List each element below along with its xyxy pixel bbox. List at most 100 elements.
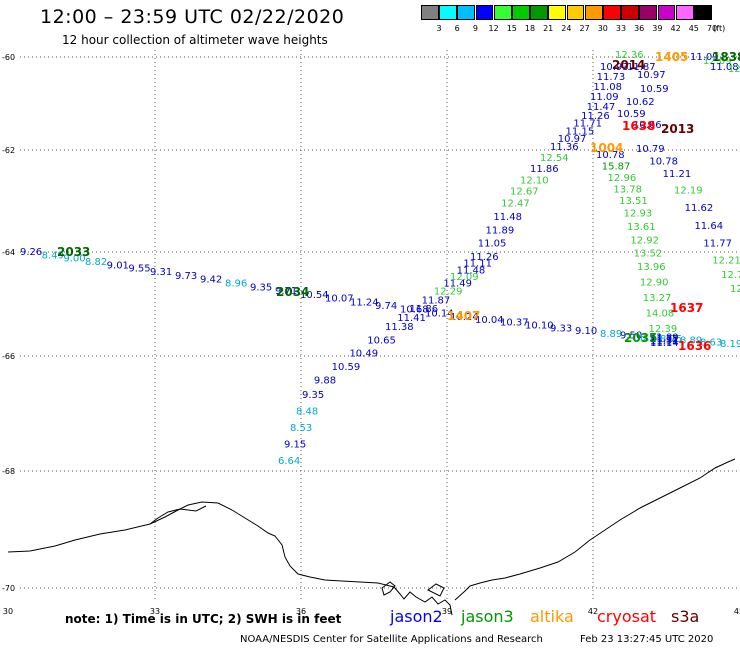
wave-height-label: 13.78 bbox=[613, 185, 642, 196]
wave-height-label: 8.89 bbox=[680, 336, 702, 347]
pass-time-label: 2034 bbox=[276, 285, 309, 299]
wave-height-label: 11.48 bbox=[493, 212, 522, 223]
wave-height-label: 12.73 bbox=[721, 270, 740, 281]
wave-height-label: 8.63 bbox=[700, 337, 722, 348]
colorbar-tick-label: 15 bbox=[506, 24, 517, 33]
wave-height-label: 10.59 bbox=[617, 109, 646, 120]
wave-height-label: 11.41 bbox=[397, 313, 426, 324]
wave-height-label: 10.93 bbox=[600, 62, 629, 73]
wave-height-label: 11.49 bbox=[443, 279, 472, 290]
credit-line: NOAA/NESDIS Center for Satellite Applica… bbox=[240, 634, 543, 645]
wave-height-labels: 9.26 8.49 9.00 8.82 9.01 9.55 9.31 9.73 9.42 8.96… bbox=[20, 50, 740, 467]
wave-height-label: 11.08 bbox=[710, 62, 739, 73]
wave-height-label: 11.86 bbox=[409, 304, 438, 315]
colorbar-tick-label: 36 bbox=[634, 24, 645, 33]
wave-height-label: 11.38 bbox=[385, 322, 414, 333]
wave-height-label: 10.62 bbox=[626, 97, 655, 108]
wave-height-label: 10.14 bbox=[425, 308, 454, 319]
colorbar-tick-label: 6 bbox=[454, 24, 460, 33]
wave-height-label: 11.05 bbox=[478, 239, 507, 250]
wave-height-label: 9.15 bbox=[284, 440, 306, 451]
latitude-tick-label: -62 bbox=[2, 146, 15, 155]
wave-height-label: 11.21 bbox=[663, 169, 692, 180]
wave-height-label: 12.09 bbox=[450, 272, 479, 283]
wave-height-label: 8.82 bbox=[85, 257, 107, 268]
colorbar-tick-label: 18 bbox=[524, 24, 536, 33]
pass-time-label: 1637 bbox=[670, 301, 703, 315]
wave-height-label: 10.10 bbox=[525, 321, 554, 332]
wave-height-label: 11.09 bbox=[590, 92, 619, 103]
wave-height-label: 10.54 bbox=[300, 290, 329, 301]
wave-height-label: 9.00 bbox=[63, 254, 85, 265]
pass-time-label: 2035 bbox=[624, 331, 657, 345]
wave-height-label: 9.01 bbox=[107, 260, 129, 271]
wave-height-label: 11.11 bbox=[650, 337, 679, 348]
colorbar-swatch bbox=[457, 5, 476, 20]
wave-height-label: 11.26 bbox=[581, 111, 610, 122]
wave-height-label: 11.09 bbox=[690, 52, 719, 63]
colorbar-tick-label: 3 bbox=[436, 24, 442, 33]
wave-height-label: 12.90 bbox=[640, 278, 669, 289]
colorbar-tick-label: 27 bbox=[579, 24, 590, 33]
colorbar-swatch bbox=[512, 5, 530, 20]
wave-height-label: 15.87 bbox=[602, 162, 631, 173]
colorbar-tick-label: 33 bbox=[615, 24, 627, 33]
legend-cryosat: cryosat bbox=[597, 607, 657, 626]
pass-time-label: 2014 bbox=[612, 58, 645, 72]
wave-height-label: 11.73 bbox=[597, 72, 626, 83]
colorbar-swatch bbox=[566, 5, 585, 20]
wave-height-label: 12.96 bbox=[608, 173, 637, 184]
wave-height-label: 11.89 bbox=[486, 225, 515, 236]
longitude-tick-label: 33 bbox=[150, 607, 160, 616]
wave-height-label: 6.64 bbox=[278, 456, 300, 467]
map-subtitle: 12 hour collection of altimeter wave hei… bbox=[62, 33, 328, 47]
wave-height-label: 10.65 bbox=[367, 335, 396, 346]
wave-height-label: 10.49 bbox=[349, 349, 378, 360]
colorbar-swatch bbox=[475, 5, 494, 20]
wave-height-label: 12.36 bbox=[615, 50, 644, 61]
wave-height-label: 10.59 bbox=[332, 362, 361, 373]
wave-height-label: 8.89 bbox=[600, 329, 622, 340]
wave-height-label: 11.11 bbox=[463, 259, 492, 270]
wave-height-label: 9.42 bbox=[200, 275, 222, 286]
legend-s3a: s3a bbox=[671, 607, 700, 626]
wave-height-label: 9.73 bbox=[175, 271, 197, 282]
colorbar-unit-label: (ft) bbox=[713, 24, 726, 33]
wave-height-label: 11.64 bbox=[694, 221, 723, 232]
wave-height-label: 9.10 bbox=[575, 326, 597, 337]
colorbar-tick-label: 9 bbox=[472, 24, 478, 33]
colorbar-tick-label: 39 bbox=[652, 24, 663, 33]
wave-height-label: 11.77 bbox=[703, 239, 732, 250]
coast-detail bbox=[381, 581, 396, 596]
wave-height-label: 9.35 bbox=[250, 282, 272, 293]
wave-height-label: 9.33 bbox=[550, 323, 572, 334]
pass-time-label: 1407 bbox=[447, 309, 480, 323]
wave-height-label: 9.71 bbox=[275, 286, 297, 297]
wave-height-label: 10.66 bbox=[633, 120, 662, 131]
pass-time-label: 2033 bbox=[57, 245, 90, 259]
wave-height-label: 11.14 bbox=[650, 338, 679, 349]
wave-height-label: 10.97 bbox=[637, 70, 666, 81]
colorbar-swatch bbox=[493, 5, 512, 20]
colorbar-swatch bbox=[675, 5, 694, 20]
longitude-tick-label: 42 bbox=[588, 607, 598, 616]
colorbar-swatch bbox=[621, 5, 639, 20]
generated-timestamp: Feb 23 13:27:45 UTC 2020 bbox=[580, 634, 714, 645]
wave-height-label: 8.49 bbox=[42, 250, 64, 261]
wave-height-label: 10.07 bbox=[325, 294, 354, 305]
colorbar-swatch bbox=[603, 5, 621, 20]
wave-height-label: 12.79 bbox=[728, 64, 740, 75]
wave-height-label: 13.61 bbox=[627, 222, 656, 233]
wave-height-label: 11.31 bbox=[650, 335, 679, 346]
pass-time-label: 2013 bbox=[661, 122, 694, 136]
wave-height-label: 9.50 bbox=[620, 331, 642, 342]
wave-height-label: 11.87 bbox=[627, 62, 656, 73]
wave-height-label: 13.27 bbox=[643, 293, 672, 304]
wave-height-label: 12.93 bbox=[624, 209, 653, 220]
wave-height-label: 12.67 bbox=[510, 186, 539, 197]
wave-height-label: 9.26 bbox=[20, 247, 42, 258]
wave-height-label: 14.08 bbox=[646, 309, 675, 320]
map-title: 12:00 – 23:59 UTC 02/22/2020 bbox=[40, 6, 345, 28]
colorbar-tick-label: 30 bbox=[597, 24, 608, 33]
wave-height-label: 11.48 bbox=[457, 265, 486, 276]
